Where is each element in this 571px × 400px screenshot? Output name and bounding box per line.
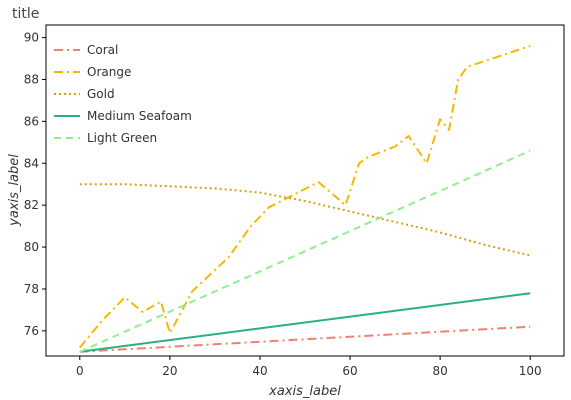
series-layer <box>79 44 531 353</box>
y-tick-label: 82 <box>24 198 39 212</box>
x-axis-label: xaxis_label <box>268 384 341 399</box>
series-line-coral <box>79 325 531 353</box>
legend-label-gold: Gold <box>87 87 115 101</box>
y-axis-label: yaxis_label <box>7 154 22 227</box>
series-line-orange <box>79 44 531 349</box>
y-tick-label: 84 <box>24 156 39 170</box>
x-axis: 0 20 40 60 80 100 <box>76 356 542 378</box>
plot-frame <box>45 24 565 357</box>
y-tick-label: 88 <box>24 72 39 86</box>
legend-label-coral: Coral <box>87 43 118 57</box>
y-tick-label: 90 <box>24 31 39 45</box>
series-line-light-green <box>79 149 531 353</box>
y-tick-label: 80 <box>24 240 39 254</box>
legend: Coral Orange Gold Medium Seafoam Light Green <box>54 43 192 145</box>
legend-label-medium-seafoam: Medium Seafoam <box>87 109 192 123</box>
x-tick-label: 20 <box>162 364 177 378</box>
x-tick-label: 100 <box>519 364 542 378</box>
x-tick-label: 60 <box>342 364 357 378</box>
y-axis: 76 78 80 82 84 86 88 90 <box>24 31 46 338</box>
legend-label-light-green: Light Green <box>87 131 157 145</box>
chart-title: title <box>12 6 39 22</box>
x-tick-label: 0 <box>76 364 84 378</box>
y-tick-label: 78 <box>24 282 39 296</box>
series-line-gold <box>79 183 531 257</box>
x-tick-label: 40 <box>252 364 267 378</box>
y-tick-label: 76 <box>24 324 39 338</box>
x-tick-label: 80 <box>432 364 447 378</box>
series-line-medium-seafoam <box>79 292 531 353</box>
y-tick-label: 86 <box>24 114 39 128</box>
legend-label-orange: Orange <box>87 65 131 79</box>
